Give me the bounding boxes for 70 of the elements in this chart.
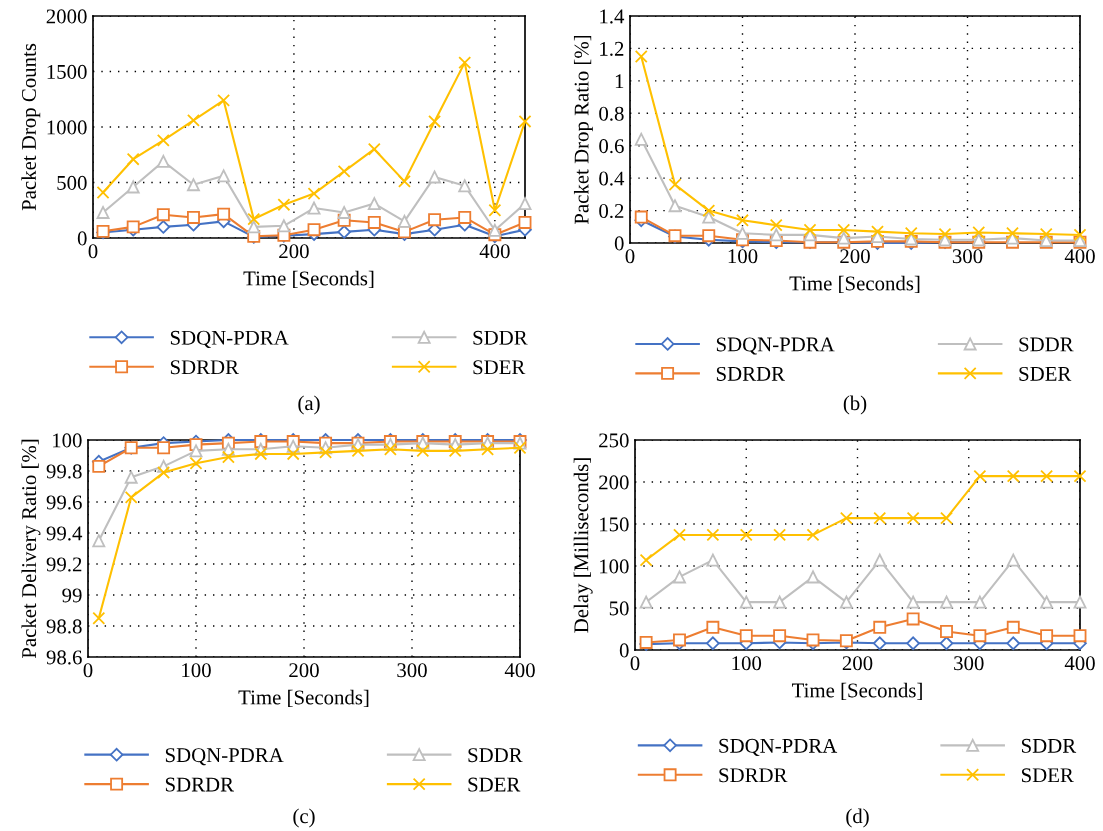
x-tick-label: 100	[732, 656, 762, 671]
y-tick-label: 1000	[47, 120, 87, 135]
x-axis-title: Time [Seconds]	[789, 275, 920, 294]
y-tick-label: 2000	[46, 9, 87, 24]
y-tick-label: 1.4	[600, 9, 625, 24]
y-axis-title: Delay [Milliseconds]	[573, 458, 593, 633]
x-axis-title: Time [Seconds]	[238, 689, 369, 708]
legend-label: SDQN-PDRA	[165, 748, 284, 766]
x-tick-label: 200	[279, 244, 309, 259]
x-tick-label: 200	[842, 656, 873, 671]
text: (a)	[298, 395, 320, 415]
text: (d)	[846, 808, 869, 828]
legend-label: SDRDR	[165, 777, 234, 792]
legend-label: SDDR	[1019, 337, 1074, 352]
x-tick-label: 300	[397, 663, 427, 678]
y-tick-label: 0.2	[599, 203, 624, 219]
y-tick-label: 99	[62, 588, 82, 603]
y-tick-label: 150	[600, 517, 629, 532]
x-tick-label: 0	[88, 244, 98, 259]
text: (c)	[293, 808, 315, 828]
y-tick-label: 0.8	[599, 106, 624, 121]
y-tick-label: 1500	[47, 64, 87, 79]
y-tick-label: 0.4	[599, 171, 625, 186]
y-tick-label: 100	[600, 559, 629, 574]
y-tick-label: 1.2	[600, 41, 624, 56]
y-tick-label: 200	[599, 475, 629, 490]
x-tick-label: 400	[1064, 249, 1095, 264]
x-tick-label: 400	[504, 663, 535, 678]
legend-label: SDQN-PDRA	[716, 337, 835, 355]
x-tick-label: 300	[954, 656, 984, 671]
x-tick-label: 100	[182, 663, 211, 678]
y-tick-label: 250	[599, 433, 629, 448]
y-tick-label: 99.2	[46, 557, 82, 572]
y-tick-label: 0	[619, 643, 629, 658]
y-tick-label: 100	[53, 433, 82, 448]
legend-label: SDRDR	[719, 768, 788, 783]
y-axis-title: Packet Drop Ratio [%]	[573, 35, 593, 225]
y-tick-label: 500	[57, 175, 87, 190]
y-tick-label: 1	[615, 74, 624, 89]
x-tick-label: 100	[728, 249, 758, 264]
legend-label: SDDR	[473, 330, 528, 345]
y-tick-label: 98.8	[46, 619, 82, 634]
y-tick-label: 99.8	[46, 464, 82, 479]
legend-label: SDRDR	[716, 366, 785, 381]
x-axis-title: Time [Seconds]	[792, 682, 922, 701]
legend-label: SDRDR	[170, 360, 239, 375]
y-tick-label: 98.6	[46, 650, 82, 665]
legend-label: SDER	[1019, 366, 1072, 381]
y-axis-title: Packet Delivery Ratio [%]	[21, 439, 41, 659]
x-tick-label: 400	[1064, 656, 1095, 671]
text: (b)	[843, 395, 867, 415]
legend-label: SDER	[468, 777, 521, 792]
x-tick-label: 200	[289, 663, 319, 678]
y-axis-title: Packet Drop Counts	[21, 43, 41, 211]
x-tick-label: 400	[479, 244, 510, 259]
x-tick-label: 200	[840, 249, 870, 264]
legend-label: SDER	[473, 360, 526, 375]
legend-label: SDQN-PDRA	[719, 738, 838, 757]
y-tick-label: 99.4	[46, 526, 83, 541]
y-tick-label: 0.6	[599, 139, 624, 154]
y-tick-label: 0	[77, 231, 87, 246]
x-tick-label: 0	[630, 656, 640, 671]
x-tick-label: 300	[952, 249, 983, 264]
legend-label: SDDR	[1021, 738, 1077, 753]
legend-label: SDQN-PDRA	[170, 330, 289, 348]
y-tick-label: 50	[609, 601, 629, 616]
x-axis-title: Time [Seconds]	[243, 270, 374, 289]
legend-label: SDDR	[468, 748, 523, 763]
y-tick-label: 99.6	[46, 495, 82, 510]
legend-label: SDER	[1021, 768, 1074, 783]
